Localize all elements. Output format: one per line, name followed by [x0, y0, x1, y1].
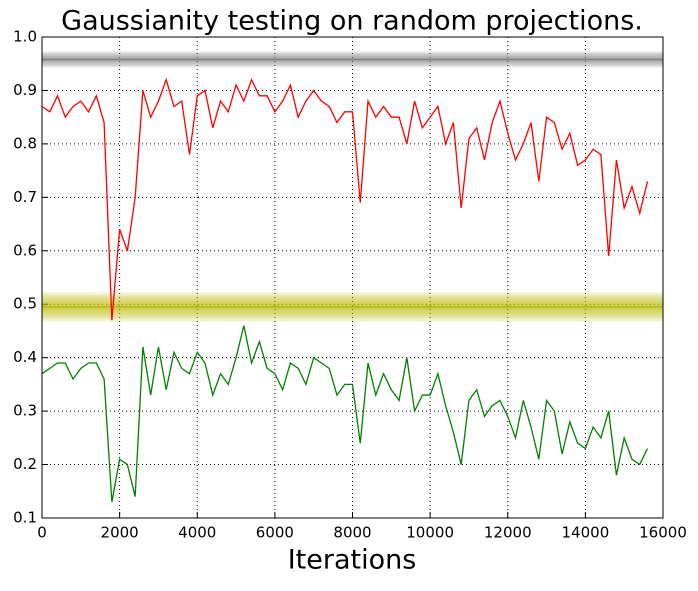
x-tick-label: 2000 [101, 524, 139, 542]
y-tick-label: 0.7 [13, 188, 37, 206]
line [41, 77, 649, 321]
y-tick-label: 0.1 [13, 509, 37, 527]
x-axis-label: Iterations [288, 545, 417, 576]
x-tick-label: 12000 [484, 524, 532, 542]
y-tick-label: 0.5 [13, 295, 37, 313]
y-tick-label: 0.6 [13, 241, 37, 259]
x-tick-label: 8000 [333, 524, 371, 542]
x-tick-label: 0 [37, 524, 47, 542]
x-tick-label: 4000 [178, 524, 216, 542]
plot-frame [41, 36, 664, 519]
y-tick-label: 0.4 [13, 348, 37, 366]
chart-title: Gaussianity testing on random projection… [61, 6, 643, 37]
y-tick-label: 0.8 [13, 134, 37, 152]
y-tick-label: 0.3 [13, 402, 37, 420]
x-tick-label: 10000 [406, 524, 454, 542]
x-tick-label: 6000 [256, 524, 294, 542]
y-tick-label: 1.0 [13, 28, 37, 46]
y-tick-label: 0.9 [13, 81, 37, 99]
x-tick-label: 14000 [562, 524, 610, 542]
line [41, 325, 649, 503]
x-tick-label: 16000 [639, 524, 687, 542]
y-tick-label: 0.2 [13, 455, 37, 473]
